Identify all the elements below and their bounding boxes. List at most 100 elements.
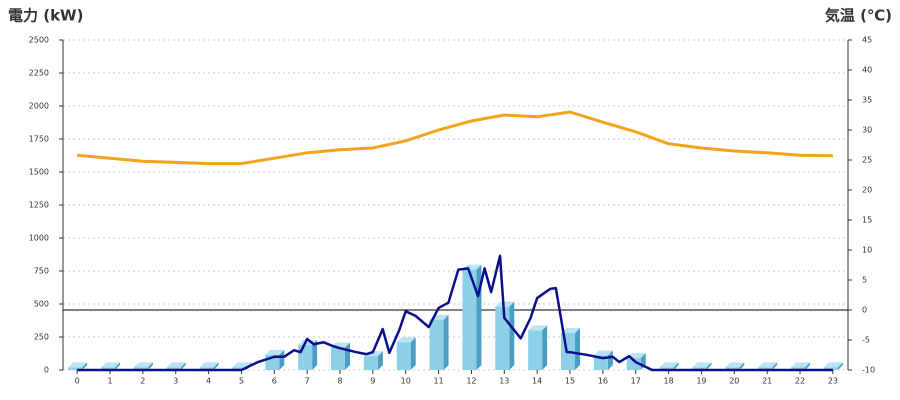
y-tick-label: 1000 xyxy=(29,234,49,243)
bar xyxy=(166,367,181,370)
bar-top xyxy=(561,328,581,334)
bar-side xyxy=(607,350,613,370)
y2-tick-label: 15 xyxy=(862,216,872,225)
bar-side xyxy=(180,362,186,370)
y2-tick-label: 20 xyxy=(862,186,872,195)
bar xyxy=(429,319,444,370)
x-tick-label: 22 xyxy=(795,377,805,386)
bar xyxy=(692,367,707,370)
bar-side xyxy=(772,362,778,370)
y-tick-label: 2500 xyxy=(29,36,49,45)
y-tick-label: 1500 xyxy=(29,168,49,177)
bar xyxy=(823,367,838,370)
bar-top xyxy=(133,362,153,368)
bar xyxy=(495,306,510,370)
x-tick-label: 2 xyxy=(140,377,145,386)
x-tick-label: 3 xyxy=(173,377,178,386)
y2-tick-label: -10 xyxy=(862,366,875,375)
y-tick-label: 2000 xyxy=(29,102,49,111)
x-tick-label: 9 xyxy=(370,377,375,386)
right-axis-title: 気温 (℃) xyxy=(825,7,892,25)
x-tick-label: 16 xyxy=(598,377,608,386)
y-tick-label: 750 xyxy=(34,267,49,276)
y2-tick-label: 0 xyxy=(862,306,867,315)
bar-side xyxy=(575,328,581,370)
bar xyxy=(199,367,214,370)
x-tick-label: 13 xyxy=(499,377,509,386)
x-tick-label: 15 xyxy=(565,377,575,386)
bar xyxy=(100,367,115,370)
x-tick-label: 21 xyxy=(762,377,772,386)
y2-tick-label: 25 xyxy=(862,156,872,165)
bar-side xyxy=(213,362,219,370)
y2-tick-label: 40 xyxy=(862,66,872,75)
y2-tick-label: 45 xyxy=(862,36,872,45)
left-axis-title: 電力 (kW) xyxy=(8,7,83,25)
bar-side xyxy=(147,362,153,370)
x-tick-label: 10 xyxy=(401,377,411,386)
bar-side xyxy=(443,314,449,370)
bar-side xyxy=(673,362,679,370)
bar-side xyxy=(837,362,843,370)
bar-top xyxy=(495,301,515,307)
bar xyxy=(626,358,641,370)
bar-side xyxy=(542,325,548,370)
bar-top xyxy=(725,362,745,368)
bar xyxy=(791,367,806,370)
x-tick-label: 11 xyxy=(433,377,443,386)
y-tick-label: 1750 xyxy=(29,135,49,144)
bar-top xyxy=(791,362,811,368)
bar-top xyxy=(396,337,416,343)
y2-tick-label: 5 xyxy=(862,276,867,285)
x-tick-label: 20 xyxy=(729,377,739,386)
bar-side xyxy=(114,362,120,370)
y-tick-label: 2250 xyxy=(29,69,49,78)
x-tick-label: 14 xyxy=(532,377,542,386)
y-tick-label: 1250 xyxy=(29,201,49,210)
bar xyxy=(68,367,83,370)
y2-tick-label: -5 xyxy=(862,336,870,345)
bar-top xyxy=(68,362,88,368)
x-tick-label: 5 xyxy=(239,377,244,386)
x-tick-label: 1 xyxy=(107,377,112,386)
x-tick-label: 17 xyxy=(631,377,641,386)
y-tick-label: 500 xyxy=(34,300,49,309)
line xyxy=(76,110,833,166)
bar xyxy=(298,344,313,370)
y2-tick-label: 35 xyxy=(862,96,872,105)
x-tick-label: 6 xyxy=(272,377,277,386)
bar-side xyxy=(410,337,416,370)
bar-top xyxy=(692,362,712,368)
bar-top xyxy=(199,362,219,368)
bar-side xyxy=(509,301,515,370)
bar-side xyxy=(312,339,318,370)
bar-top xyxy=(528,325,548,331)
bar-top xyxy=(758,362,778,368)
bar xyxy=(659,367,674,370)
bar-top xyxy=(593,350,613,356)
x-tick-label: 23 xyxy=(828,377,838,386)
bar-side xyxy=(82,362,88,370)
bar xyxy=(363,356,378,370)
y-tick-label: 250 xyxy=(34,333,49,342)
y2-tick-label: 10 xyxy=(862,246,872,255)
x-tick-label: 19 xyxy=(696,377,706,386)
x-tick-label: 4 xyxy=(206,377,211,386)
bar-side xyxy=(706,362,712,370)
bar xyxy=(725,367,740,370)
x-tick-label: 7 xyxy=(305,377,310,386)
bar-side xyxy=(279,349,285,370)
bar-side xyxy=(805,362,811,370)
x-tick-label: 8 xyxy=(337,377,342,386)
bar-top xyxy=(100,362,120,368)
bar-top xyxy=(823,362,843,368)
bar-top xyxy=(659,362,679,368)
bar xyxy=(758,367,773,370)
bar-top xyxy=(265,349,285,355)
x-tick-label: 12 xyxy=(466,377,476,386)
bar xyxy=(331,347,346,370)
bar-side xyxy=(739,362,745,370)
bar xyxy=(232,367,247,370)
